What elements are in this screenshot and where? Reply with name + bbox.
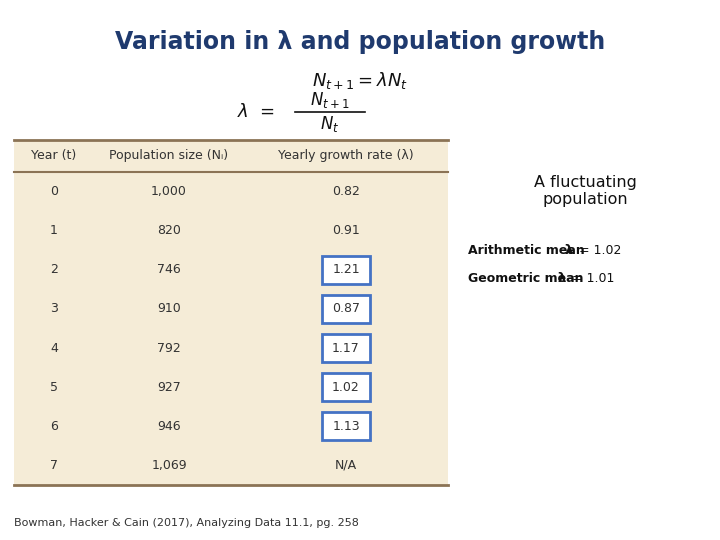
Text: 820: 820 [157,224,181,237]
Text: 792: 792 [157,342,181,355]
Text: 1: 1 [50,224,58,237]
Text: Variation in λ and population growth: Variation in λ and population growth [115,30,605,54]
Text: $\mathbf{\lambda}$: $\mathbf{\lambda}$ [557,271,567,285]
Bar [322,256,370,284]
Bar [14,140,448,485]
Text: 910: 910 [157,302,181,315]
Text: 1.17: 1.17 [332,342,360,355]
Text: $N_{t+1}$: $N_{t+1}$ [310,90,350,110]
Text: 0.91: 0.91 [332,224,360,237]
Text: 1,069: 1,069 [151,459,186,472]
Text: Year (t): Year (t) [32,150,76,163]
Text: A fluctuating
population: A fluctuating population [534,175,636,207]
Text: 0.87: 0.87 [332,302,360,315]
Text: 2: 2 [50,264,58,276]
Text: $N_t$: $N_t$ [320,114,340,134]
Bar [322,295,370,323]
Bar [322,373,370,401]
Text: = 1.01: = 1.01 [568,272,614,285]
Text: N/A: N/A [335,459,357,472]
Text: Population size (Nᵢ): Population size (Nᵢ) [109,150,228,163]
Text: $\mathbf{\lambda}$: $\mathbf{\lambda}$ [564,243,574,257]
Text: 1,000: 1,000 [151,185,187,198]
Text: 7: 7 [50,459,58,472]
Text: 4: 4 [50,342,58,355]
Text: $N_{t+1} = \lambda N_t$: $N_{t+1} = \lambda N_t$ [312,70,408,91]
Text: Arithmetic mean: Arithmetic mean [468,244,589,256]
Text: 1.02: 1.02 [332,381,360,394]
Text: 0: 0 [50,185,58,198]
Text: 946: 946 [157,420,181,433]
Bar [322,334,370,362]
Text: 5: 5 [50,381,58,394]
Text: 1.13: 1.13 [332,420,360,433]
Text: = 1.02: = 1.02 [575,244,621,256]
Text: 3: 3 [50,302,58,315]
Text: 746: 746 [157,264,181,276]
Text: Bowman, Hacker & Cain (2017), Analyzing Data 11.1, pg. 258: Bowman, Hacker & Cain (2017), Analyzing … [14,518,359,528]
Text: 6: 6 [50,420,58,433]
Text: 1.21: 1.21 [332,264,360,276]
Text: 0.82: 0.82 [332,185,360,198]
Bar [322,412,370,441]
Text: 927: 927 [157,381,181,394]
Text: $\lambda$  =: $\lambda$ = [237,103,275,121]
Text: Geometric mean: Geometric mean [468,272,588,285]
Text: Yearly growth rate (λ): Yearly growth rate (λ) [278,150,414,163]
